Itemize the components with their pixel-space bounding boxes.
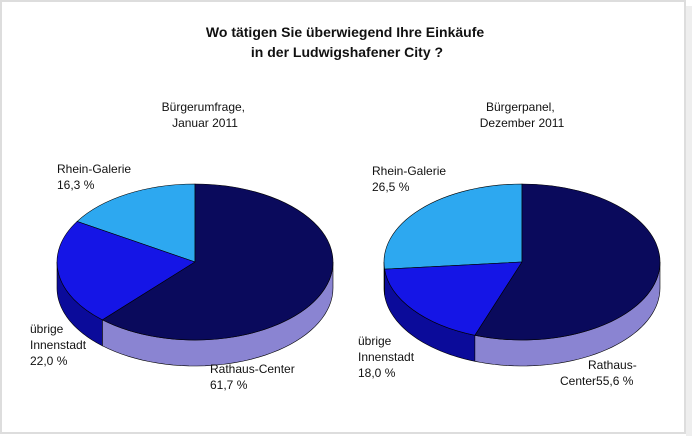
slice-value-label: 26,5 % — [372, 180, 410, 194]
slice-label: Rhein-Galerie — [57, 162, 131, 176]
pie-top — [101, 183, 334, 341]
shadow — [686, 6, 692, 436]
pie-top — [383, 183, 523, 270]
pie-slice — [56, 221, 196, 347]
slice-label: Rathaus-Center — [560, 358, 637, 388]
pie-slice — [101, 183, 334, 367]
slice-label: übrige Innenstadt — [30, 322, 87, 352]
slice-value-label: 61,7 % — [210, 378, 248, 392]
slice-label: übrige Innenstadt — [358, 334, 415, 364]
slice-value-label: 22,0 % — [30, 354, 68, 368]
pie-top — [474, 183, 661, 341]
pie-top — [56, 221, 196, 321]
slice-value-label: 16,3 % — [57, 178, 95, 192]
slice-value-label: 18,0 % — [358, 366, 396, 380]
pie-slice — [384, 261, 523, 362]
slice-label: Rhein-Galerie — [372, 164, 446, 178]
slice-value-label: 55,6 % — [596, 374, 634, 388]
pie-slice — [474, 183, 661, 367]
pie-title: Bürgerumfrage, Januar 2011 — [162, 100, 249, 130]
pie-top — [76, 183, 196, 263]
pie-slice — [76, 183, 196, 263]
slice-label: Rathaus-Center — [210, 362, 295, 376]
chart-title: Wo tätigen Sie überwiegend Ihre Einkäufe… — [206, 24, 488, 60]
pie-top — [384, 261, 523, 336]
pie-title: Bürgerpanel, Dezember 2011 — [480, 100, 565, 130]
